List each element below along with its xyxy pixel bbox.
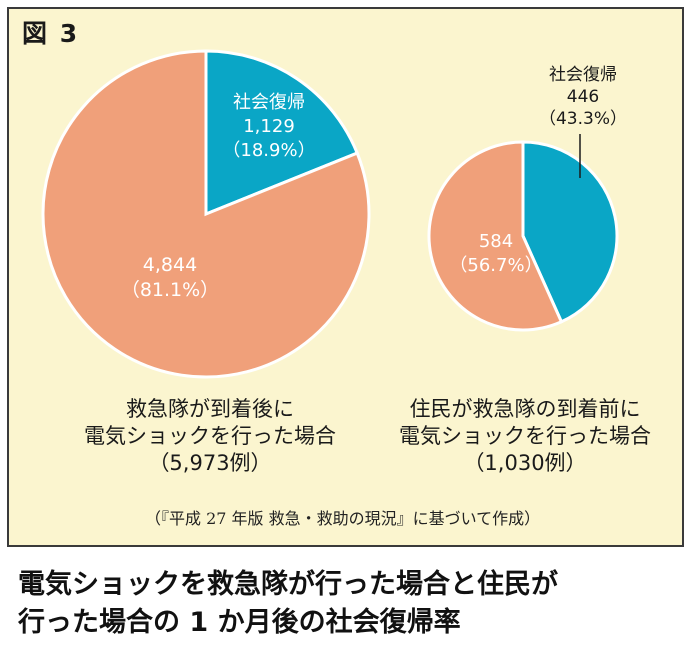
right-chart-caption: 住民が救急隊の到着前に 電気ショックを行った場合 （1,030例） xyxy=(360,396,690,477)
left-pie-slice-1 xyxy=(41,49,371,379)
left-salmon-percent: （81.1%） xyxy=(121,279,219,301)
right-teal-value: 446 xyxy=(567,87,599,107)
figure-title: 電気ショックを救急隊が行った場合と住民が 行った場合の 1 か月後の社会復帰率 xyxy=(18,566,558,642)
left-teal-value: 1,129 xyxy=(243,116,295,137)
left-pie-slice-0 xyxy=(204,49,360,217)
figure-label: 図 3 xyxy=(22,19,80,48)
left-salmon-value: 4,844 xyxy=(143,254,197,276)
source-note: （『平成 27 年版 救急・救助の現況』に基づいて作成） xyxy=(145,509,541,528)
right-caption-line: （1,030例） xyxy=(463,451,587,475)
pie-charts: 社会復帰1,129（18.9%）4,844（81.1%）社会復帰446（43.3… xyxy=(41,49,627,379)
left-chart-caption: 救急隊が到着後に 電気ショックを行った場合 （5,973例） xyxy=(30,396,390,477)
right-teal-percent: （43.3%） xyxy=(539,109,627,129)
left-caption-line: 電気ショックを行った場合 xyxy=(84,424,336,448)
right-pie-slice-0 xyxy=(521,140,619,324)
left-teal-percent: （18.9%） xyxy=(222,140,315,161)
figure-title-line: 電気ショックを救急隊が行った場合と住民が xyxy=(18,569,558,600)
left-caption-line: （5,973例） xyxy=(148,451,272,475)
right-caption-line: 住民が救急隊の到着前に xyxy=(409,397,641,421)
right-caption-line: 電気ショックを行った場合 xyxy=(399,424,651,448)
figure-title-line: 行った場合の 1 か月後の社会復帰率 xyxy=(18,607,461,638)
right-pie-slice-1 xyxy=(427,140,564,332)
left-teal-label: 社会復帰 xyxy=(233,92,305,113)
right-salmon-value: 584 xyxy=(479,231,513,252)
left-caption-line: 救急隊が到着後に xyxy=(126,397,294,421)
right-salmon-percent: （56.7%） xyxy=(449,255,542,276)
right-teal-label: 社会復帰 xyxy=(549,65,617,85)
